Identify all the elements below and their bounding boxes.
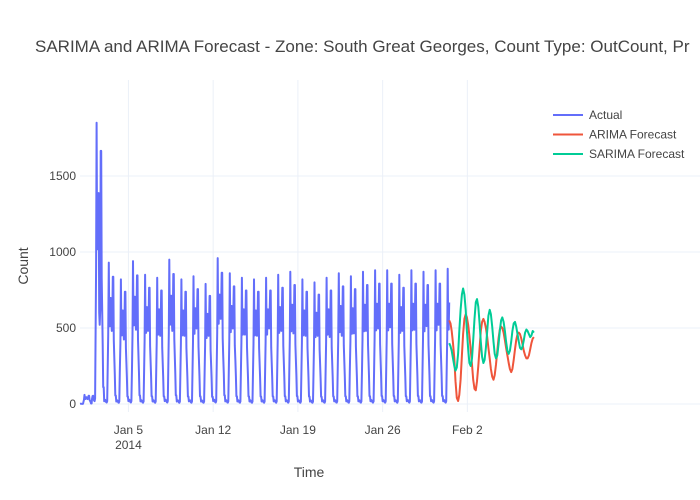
x-axis-title: Time <box>294 464 325 480</box>
x-tick-label: Jan 12 <box>195 423 231 437</box>
legend-item[interactable]: Actual <box>553 108 622 122</box>
x-tick-label: Feb 2 <box>452 423 483 437</box>
y-tick-label: 0 <box>69 397 76 411</box>
series-line-arima-forecast <box>448 313 535 402</box>
y-tick-label: 1500 <box>49 169 76 183</box>
series-line-sarima-forecast <box>448 287 535 372</box>
y-axis-title: Count <box>15 247 31 284</box>
legend-item[interactable]: SARIMA Forecast <box>553 147 685 161</box>
x-tick-label: Jan 19 <box>280 423 316 437</box>
legend-label: ARIMA Forecast <box>589 128 677 142</box>
x-tick-sublabel: 2014 <box>115 438 142 452</box>
legend[interactable]: Actual ARIMA Forecast SARIMA Forecast <box>553 108 685 161</box>
x-tick-label: Jan 5 <box>114 423 144 437</box>
y-tick-labels: 0 500 1000 1500 <box>49 169 76 411</box>
series-line-actual <box>79 121 451 405</box>
legend-label: Actual <box>589 108 622 122</box>
legend-label: SARIMA Forecast <box>589 147 685 161</box>
plot-series <box>79 121 535 405</box>
y-tick-label: 1000 <box>49 245 76 259</box>
chart-title: SARIMA and ARIMA Forecast - Zone: South … <box>35 37 690 56</box>
legend-item[interactable]: ARIMA Forecast <box>553 128 677 142</box>
y-tick-label: 500 <box>56 321 76 335</box>
x-tick-label: Jan 26 <box>365 423 401 437</box>
